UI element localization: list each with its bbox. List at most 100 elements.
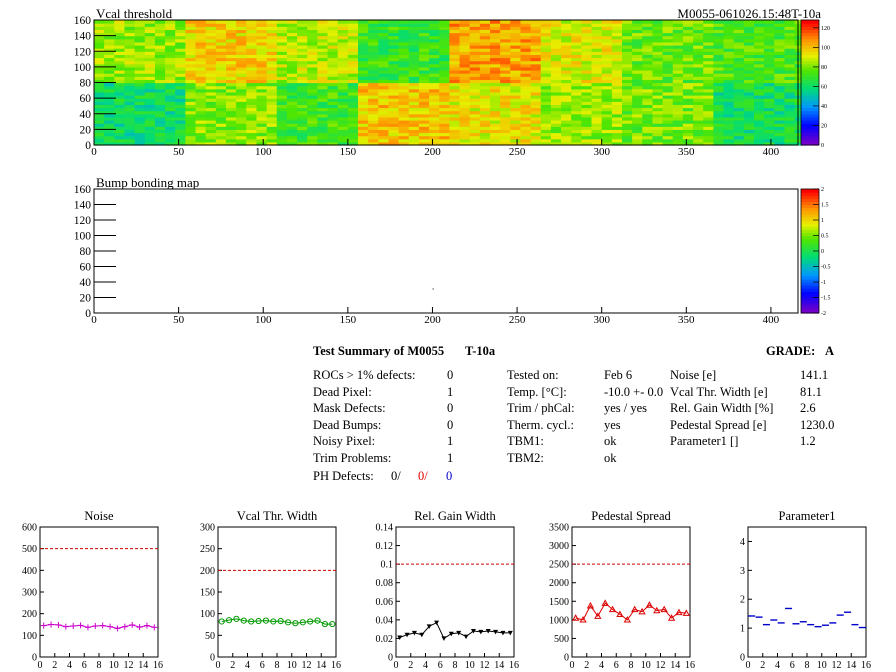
heat-cell	[104, 126, 115, 130]
heat-cell	[449, 123, 461, 127]
heat-cell	[611, 101, 623, 105]
heat-cell	[774, 51, 786, 55]
heat-cell	[652, 70, 664, 74]
heat-cell	[246, 135, 258, 140]
mini-data-point	[411, 630, 417, 636]
heat-cell	[449, 129, 461, 134]
heat-cell	[226, 54, 237, 59]
heat-cell	[672, 79, 684, 84]
mini-x-tick-label: 4	[67, 660, 72, 671]
heat-cell	[794, 57, 806, 62]
heat-cell	[550, 48, 562, 52]
heat-cell	[743, 79, 755, 84]
heat-cell	[490, 79, 501, 84]
heat-cell	[144, 123, 156, 127]
heat-cell	[317, 120, 329, 124]
heat-cell	[226, 135, 237, 140]
heat-cell	[368, 38, 379, 43]
heat-cell	[439, 38, 450, 43]
heat-cell	[784, 45, 796, 49]
heat-cell	[185, 135, 197, 140]
heat-cell	[632, 35, 643, 40]
heat-cell	[530, 41, 542, 46]
heat-cell	[195, 123, 207, 127]
heat-cell	[632, 45, 643, 49]
heat-cell	[490, 138, 501, 143]
heat-cell	[561, 120, 572, 124]
heat-cell	[713, 88, 725, 93]
heat-cell	[439, 104, 450, 109]
heat-cell	[733, 82, 745, 87]
heat-cell	[236, 60, 247, 65]
heat-cell	[124, 48, 136, 52]
heat-cell	[540, 126, 552, 130]
heat-cell	[286, 135, 298, 140]
heat-cell	[622, 82, 633, 87]
heat-cell	[256, 54, 268, 59]
heat-cell	[754, 32, 765, 37]
heat-cell	[154, 26, 166, 30]
heat-cell	[398, 20, 410, 24]
heat-cell	[510, 26, 522, 30]
heat-cell	[439, 66, 450, 71]
heat-cell	[347, 79, 359, 84]
heat-cell	[246, 126, 258, 130]
heat-cell	[256, 41, 268, 46]
heat1-colorbar-cell	[801, 132, 819, 137]
heat-cell	[226, 38, 237, 43]
heat-cell	[743, 66, 755, 71]
mini-y-tick-label: 2500	[549, 560, 569, 571]
heat-cell	[236, 45, 247, 49]
heat-cell	[378, 88, 390, 93]
heat-cell	[611, 123, 623, 127]
heat-cell	[733, 70, 745, 74]
heat-cell	[550, 82, 562, 87]
heat-cell	[154, 132, 166, 137]
heat-cell	[469, 57, 481, 62]
heat-cell	[520, 66, 532, 71]
mini-y-tick-label: 600	[22, 523, 37, 534]
heat-cell	[652, 85, 664, 90]
heat-cell	[276, 35, 288, 40]
heat-cell	[591, 41, 603, 46]
heat-cell	[764, 95, 775, 99]
heat-cell	[195, 70, 207, 74]
heat-cell	[703, 23, 714, 27]
heat-cell	[591, 76, 603, 80]
heat-cell	[479, 88, 491, 93]
heat-cell	[94, 48, 105, 52]
heat-cell	[469, 101, 481, 105]
mini-x-tick-label: 0	[746, 660, 751, 671]
heat-cell	[510, 110, 522, 115]
heat-cell	[723, 88, 735, 93]
heat-cell	[286, 120, 298, 124]
heat-cell	[317, 57, 329, 62]
heat-cell	[104, 113, 115, 118]
heat-cell	[774, 73, 786, 77]
heat-cell	[185, 91, 197, 96]
heat-cell	[774, 54, 786, 59]
heat-cell	[479, 66, 491, 71]
heat-cell	[794, 132, 806, 137]
heat-cell	[764, 88, 775, 93]
heat2-colorbar-cell	[801, 294, 819, 299]
heat-cell	[317, 113, 329, 118]
heat2-colorbar-cell	[801, 260, 819, 264]
heat-cell	[429, 38, 440, 43]
heat-cell	[784, 38, 796, 43]
heat-cell	[601, 38, 613, 43]
heat-cell	[682, 123, 694, 127]
cond-col-label: Temp. [°C]:	[507, 384, 567, 399]
heat-cell	[94, 110, 105, 115]
heat-cell	[774, 107, 786, 112]
mini-data-point	[114, 625, 121, 632]
heat-cell	[530, 116, 542, 121]
heat-cell	[510, 41, 522, 46]
heat-cell	[144, 20, 156, 24]
heat-cell	[297, 48, 308, 52]
heat-cell	[94, 54, 105, 59]
heat-cell	[784, 116, 796, 121]
heat-cell	[378, 110, 390, 115]
mini-x-tick-label: 6	[790, 660, 795, 671]
heat-cell	[226, 57, 237, 62]
